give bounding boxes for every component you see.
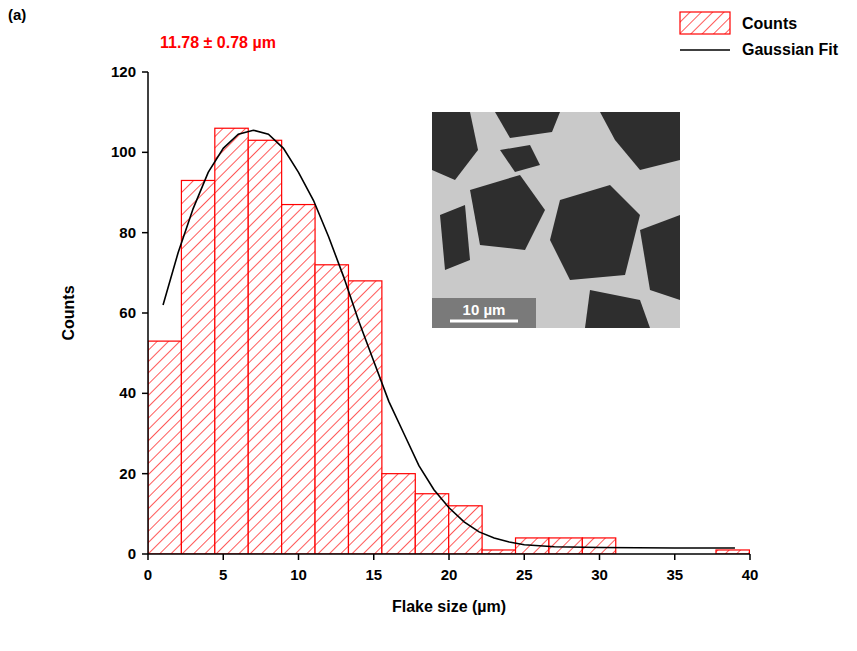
x-tick-label: 15	[365, 566, 382, 583]
y-tick	[142, 473, 148, 475]
scale-bar	[450, 320, 518, 323]
x-tick-label: 25	[516, 566, 533, 583]
x-tick-label: 20	[441, 566, 458, 583]
legend-swatch	[680, 12, 730, 34]
y-tick	[142, 71, 148, 73]
y-tick-label: 20	[119, 465, 136, 482]
histogram-bar	[582, 538, 615, 554]
x-tick	[674, 554, 676, 560]
y-tick-label: 120	[111, 63, 136, 80]
histogram-bar	[148, 341, 181, 554]
x-tick	[147, 554, 149, 560]
legend-label: Gaussian Fit	[742, 41, 839, 58]
x-tick-label: 10	[290, 566, 307, 583]
histogram-bar	[215, 128, 248, 554]
y-tick-label: 80	[119, 224, 136, 241]
chart: (a) 0 5 10 15 20 25 30 35 40 0 20 40 60 80 100 120 Flake …	[0, 0, 857, 651]
histogram-bar	[382, 474, 415, 554]
x-tick	[448, 554, 450, 560]
x-tick	[599, 554, 601, 560]
y-axis-title: Counts	[60, 285, 77, 340]
y-tick-label: 100	[111, 143, 136, 160]
legend-label: Counts	[742, 15, 797, 32]
x-axis-title: Flake size (µm)	[392, 598, 506, 615]
x-tick-label: 40	[742, 566, 759, 583]
x-tick-label: 30	[591, 566, 608, 583]
y-tick-label: 0	[128, 545, 136, 562]
histogram-bar	[415, 494, 448, 554]
legend-swatch	[680, 49, 730, 51]
x-tick-label: 0	[144, 566, 152, 583]
x-tick-label: 35	[666, 566, 683, 583]
y-tick	[142, 553, 148, 555]
x-tick	[373, 554, 375, 560]
x-tick	[749, 554, 751, 560]
y-tick-label: 60	[119, 304, 136, 321]
inset-image	[432, 112, 680, 328]
histogram-bar	[248, 140, 281, 554]
histogram-bar	[348, 281, 381, 554]
histogram-bar	[315, 265, 348, 554]
x-tick-label: 5	[219, 566, 227, 583]
scale-bar-label: 10 µm	[463, 301, 506, 318]
y-tick	[142, 152, 148, 154]
y-tick-label: 40	[119, 384, 136, 401]
panel-label: (a)	[8, 6, 26, 23]
y-tick	[142, 393, 148, 395]
histogram-bar	[181, 180, 214, 554]
x-tick	[298, 554, 300, 560]
x-tick	[524, 554, 526, 560]
y-tick	[142, 232, 148, 234]
annotation: 11.78 ± 0.78 µm	[160, 34, 276, 51]
y-tick	[142, 312, 148, 314]
x-tick	[223, 554, 225, 560]
scale-bar-box	[432, 298, 536, 328]
histogram-bar	[282, 205, 315, 554]
